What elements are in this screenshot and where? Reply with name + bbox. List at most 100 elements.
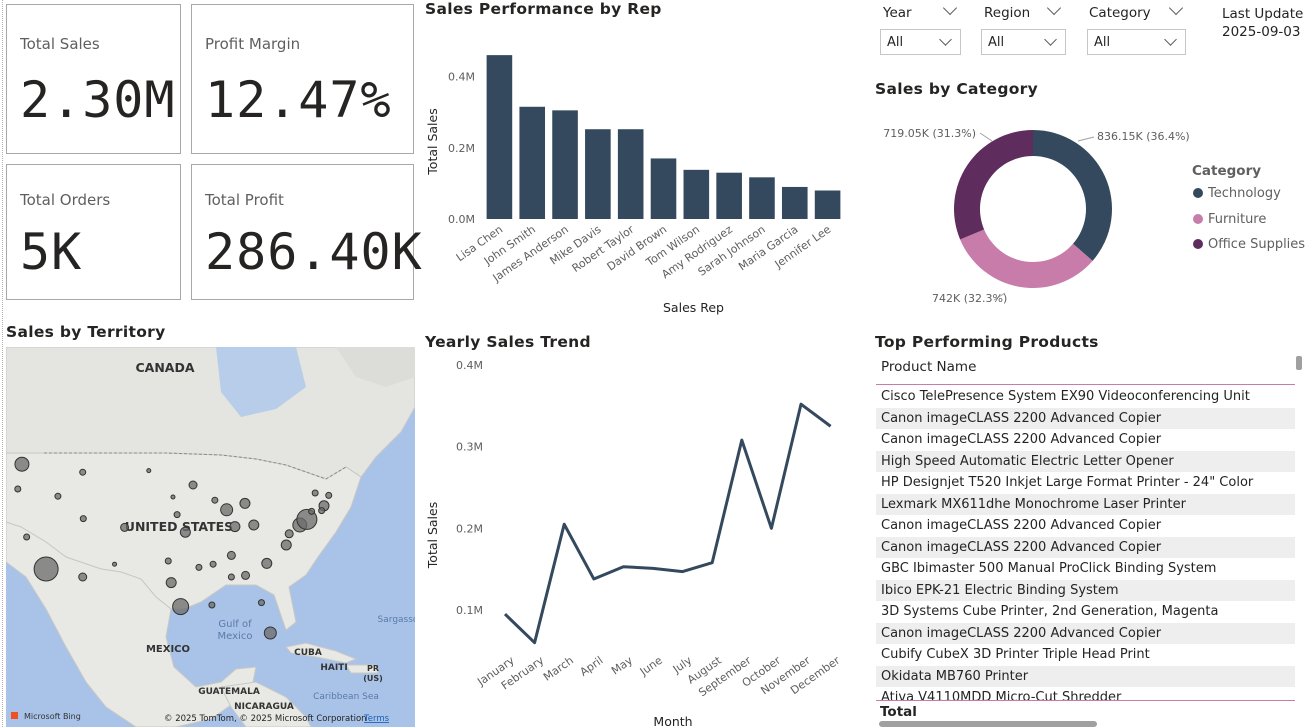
table-horizontal-scrollbar[interactable]	[879, 721, 1097, 727]
kpi-value: 5K	[20, 223, 83, 281]
table-row[interactable]: 3D Systems Cube Printer, 2nd Generation,…	[881, 604, 1219, 619]
map-label-mexico: MEXICO	[146, 644, 190, 655]
legend-label: Furniture	[1208, 212, 1267, 227]
chevron-down-icon	[939, 33, 952, 46]
table-row[interactable]: Canon imageCLASS 2200 Advanced Copier	[881, 432, 1162, 447]
x-tick-label: June	[637, 654, 665, 679]
table-total-label: Total	[880, 704, 1295, 720]
map-bubble	[23, 533, 31, 541]
table-row[interactable]: Ibico EPK-21 Electric Binding System	[876, 579, 1295, 601]
chevron-down-icon	[1164, 33, 1177, 46]
kpi-value: 12.47%	[205, 71, 392, 129]
bar	[519, 106, 546, 219]
kpi-card-total-orders[interactable]: Total Orders 5K	[6, 164, 181, 300]
donut-slice	[1033, 130, 1112, 261]
map-label-gulf-of-mexico: Gulf of	[218, 619, 252, 630]
map-label-guatemala: GUATEMALA	[198, 687, 260, 697]
x-tick-label: April	[577, 654, 605, 679]
map-bubble	[14, 456, 30, 472]
map-bubble	[14, 485, 22, 493]
legend-item-furniture[interactable]: Furniture	[1193, 212, 1266, 227]
slicer-category-value: All	[1094, 35, 1111, 50]
map-bubble	[220, 503, 234, 517]
kpi-label: Profit Margin	[205, 35, 301, 53]
map-label-nicaragua: NICARAGUA	[234, 702, 294, 712]
map-bubble	[112, 561, 118, 567]
map-bubble	[195, 563, 203, 571]
table-row[interactable]: GBC Ibimaster 500 Manual ProClick Bindin…	[881, 561, 1217, 576]
map-bubble	[179, 526, 191, 538]
x-axis-label: Sales Rep	[663, 300, 724, 315]
kpi-label: Total Sales	[20, 35, 100, 53]
y-axis-label: Total Sales	[425, 502, 440, 569]
x-axis-label: Month	[653, 714, 692, 727]
legend-dot	[1193, 214, 1203, 224]
table-vertical-scrollbar[interactable]	[1296, 356, 1302, 370]
chevron-down-icon[interactable]	[1046, 0, 1062, 16]
table-row[interactable]: Cisco TelePresence System EX90 Videoconf…	[881, 389, 1250, 404]
table-row[interactable]: Canon imageCLASS 2200 Advanced Copier	[876, 536, 1295, 558]
land-hispaniola	[345, 664, 379, 674]
kpi-card-total-sales[interactable]: Total Sales 2.30M	[6, 4, 181, 154]
table-row[interactable]: Canon imageCLASS 2200 Advanced Copier	[881, 518, 1162, 533]
map-bubble	[54, 492, 62, 500]
bar	[617, 129, 644, 219]
table-row[interactable]: Ativa V4110MDD Micro-Cut Shredder	[881, 690, 1122, 705]
kpi-card-profit-margin[interactable]: Profit Margin 12.47%	[191, 4, 414, 154]
donut-chart[interactable]: 836.15K (36.4%) 742K (32.3%) 719.05K (31.3…	[870, 110, 1300, 310]
bar	[749, 177, 775, 219]
y-tick-label: 0.3M	[456, 441, 483, 454]
land-labrador	[336, 347, 415, 387]
kpi-card-total-profit[interactable]: Total Profit 286.40K	[191, 164, 422, 300]
table-row[interactable]: Lexmark MX611dhe Monochrome Laser Printe…	[876, 493, 1295, 515]
series-line	[503, 402, 832, 645]
map-bubble	[325, 491, 333, 499]
map-brand: Microsoft Bing	[24, 712, 81, 721]
slicer-region-value: All	[988, 35, 1005, 50]
map-bubble	[120, 522, 130, 532]
y-tick-label: 0.0M	[448, 213, 475, 226]
hudson-bay	[216, 347, 306, 417]
legend-item-technology[interactable]: Technology	[1193, 186, 1281, 201]
table-row[interactable]: Okidata MB760 Printer	[876, 665, 1295, 687]
table-column-header[interactable]: Product Name	[881, 359, 977, 375]
map-title: Sales by Territory	[6, 323, 166, 341]
y-axis-label: Total Sales	[425, 108, 440, 175]
map-bubble	[284, 529, 294, 539]
chevron-down-icon[interactable]	[942, 0, 958, 16]
leader-line	[993, 292, 1006, 301]
map-bubble	[280, 539, 292, 551]
map-bubble	[209, 560, 217, 568]
legend-label: Office Supplies	[1208, 237, 1306, 252]
slicer-category-dropdown[interactable]: All	[1087, 29, 1186, 55]
table-row[interactable]: High Speed Automatic Electric Letter Ope…	[876, 450, 1295, 472]
map-bubble	[318, 507, 326, 515]
map-bubble	[226, 550, 236, 560]
legend-dot	[1193, 239, 1203, 249]
slicer-year-value: All	[887, 35, 904, 50]
table-row[interactable]: Canon imageCLASS 2200 Advanced Copier	[876, 407, 1295, 429]
data-label: 836.15K (36.4%)	[1097, 130, 1190, 143]
table-row[interactable]: Cubify CubeX 3D Printer Triple Head Prin…	[881, 647, 1150, 662]
bar	[781, 186, 808, 219]
chevron-down-icon[interactable]	[1168, 0, 1184, 16]
map-label-haiti: HAITI	[320, 663, 347, 673]
bing-logo-icon	[11, 712, 18, 719]
y-tick-label: 0.4M	[456, 359, 483, 372]
legend-item-office-supplies[interactable]: Office Supplies	[1193, 237, 1305, 252]
bar	[716, 172, 742, 219]
slicer-region-dropdown[interactable]: All	[981, 29, 1066, 55]
last-update-date: 2025-09-03	[1222, 24, 1301, 40]
map-bubble	[311, 489, 319, 497]
map-bubble	[208, 601, 216, 609]
table-row[interactable]: HP Designjet T520 Inkjet Large Format Pr…	[881, 475, 1254, 490]
table-row[interactable]: Canon imageCLASS 2200 Advanced Copier	[876, 622, 1295, 644]
x-tick-label: March	[541, 654, 576, 684]
slicer-year-label: Year	[883, 5, 912, 21]
data-label: 719.05K (31.3%)	[883, 127, 976, 140]
slicer-year-dropdown[interactable]: All	[880, 29, 961, 55]
land-cuba	[285, 642, 358, 664]
